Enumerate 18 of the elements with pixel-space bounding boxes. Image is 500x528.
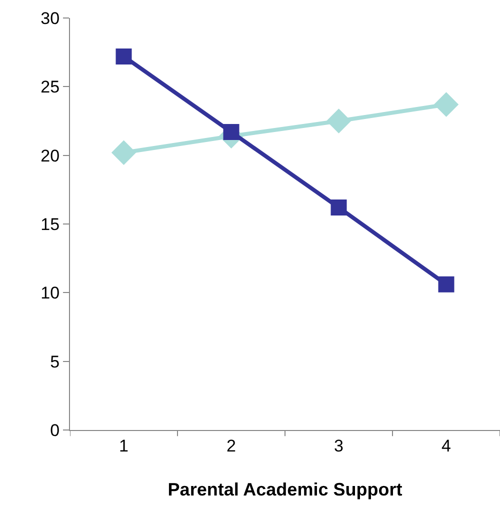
y-tick-label: 0 <box>50 420 60 440</box>
point <box>326 108 352 134</box>
x-tick-label: 1 <box>119 436 128 456</box>
point <box>111 140 136 165</box>
x-tick-label: 2 <box>226 436 236 456</box>
y-tick-label: 25 <box>40 78 60 97</box>
x-tick-label: 4 <box>442 436 451 456</box>
y-tick-label: 5 <box>50 352 60 372</box>
x-axis-title: Parental Academic Support <box>168 480 402 500</box>
point <box>434 92 459 117</box>
y-tick-label: 10 <box>40 284 60 303</box>
y-tick-label: 20 <box>40 146 60 166</box>
point <box>116 48 132 64</box>
y-tick-label: 30 <box>40 8 60 28</box>
y-tick-label: 15 <box>40 214 60 234</box>
x-tick-label: 3 <box>334 436 344 456</box>
point <box>330 200 347 216</box>
point <box>438 276 454 292</box>
